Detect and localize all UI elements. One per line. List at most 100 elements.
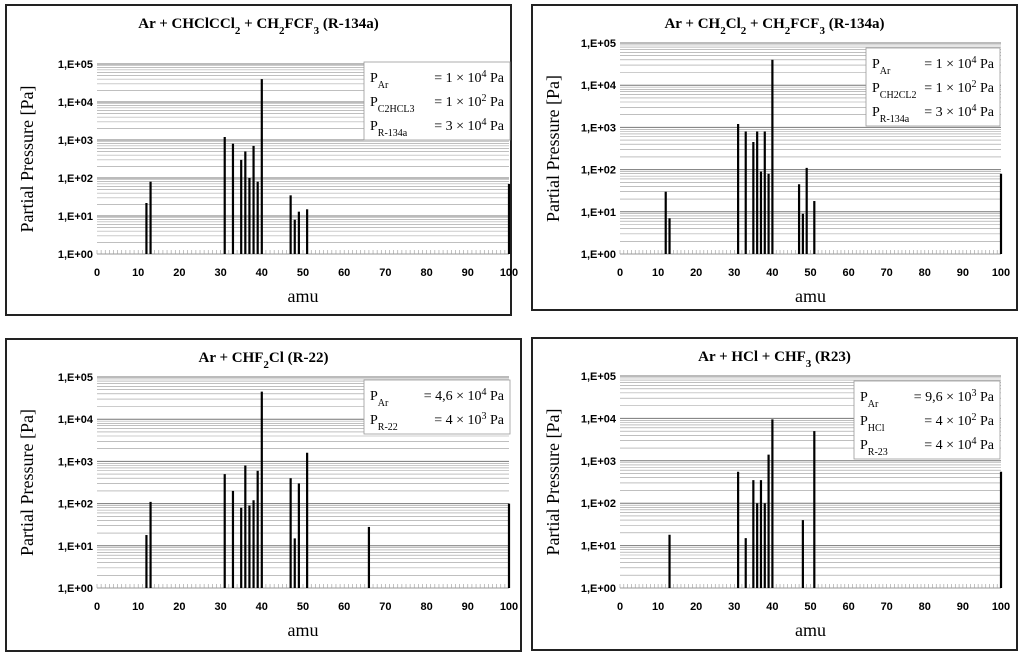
y-tick-label: 1,E+05 — [581, 371, 616, 383]
chart-svg: Ar + CHF2Cl (R-22) 1,E+00 1,E+01 1,E+02 1,E+… — [17, 350, 518, 640]
y-tick-label: 1,E+01 — [58, 541, 93, 553]
legend-value: = 1 × 102 Pa — [924, 79, 995, 97]
legend-value: = 3 × 104 Pa — [924, 103, 995, 121]
x-tick-label: 20 — [690, 601, 702, 613]
legend-value: = 4,6 × 104 Pa — [424, 387, 505, 405]
legend-box — [363, 379, 511, 435]
legend-symbol: PC2HCL3 — [370, 95, 414, 115]
legend-symbol: PCH2CL2 — [872, 81, 916, 101]
x-tick-label: 60 — [842, 267, 854, 279]
x-tick-label: 10 — [132, 267, 144, 279]
legend-symbol: PR-134a — [872, 105, 910, 125]
y-axis-label: Partial Pressure [Pa] — [17, 409, 37, 556]
legend-symbol: PAr — [370, 389, 389, 409]
x-tick-label: 30 — [214, 267, 226, 279]
y-tick-label: 1,E+05 — [58, 59, 93, 71]
y-axis-label: Partial Pressure [Pa] — [17, 86, 37, 233]
legend-box — [865, 47, 1001, 127]
y-tick-label: 1,E+01 — [581, 207, 616, 219]
chart-title: Ar + CHF2Cl (R-22) — [198, 350, 328, 371]
chart-title: Ar + HCl + CHF3 (R23) — [698, 349, 851, 370]
y-axis-label: Partial Pressure [Pa] — [543, 409, 563, 556]
chart-title: Ar + CHClCCl2 + CH2FCF3 (R-134a) — [138, 16, 378, 37]
y-tick-label: 1,E+03 — [581, 122, 616, 134]
y-tick-label: 1,E+02 — [581, 165, 616, 177]
x-tick-label: 60 — [842, 601, 854, 613]
legend-value: = 4 × 104 Pa — [924, 436, 995, 454]
legend-value: = 3 × 104 Pa — [434, 117, 505, 135]
x-axis-label: amu — [795, 286, 826, 306]
x-tick-label: 20 — [173, 601, 185, 613]
legend-symbol: PAr — [860, 390, 879, 410]
x-tick-label: 30 — [728, 267, 740, 279]
x-tick-label: 100 — [992, 601, 1010, 613]
chart-panel-r22: Ar + CHF2Cl (R-22) 1,E+00 1,E+01 1,E+02 1,E+… — [5, 338, 522, 652]
y-axis-label: Partial Pressure [Pa] — [543, 75, 563, 222]
y-tick-label: 1,E+03 — [581, 456, 616, 468]
chart-svg: Ar + CHClCCl2 + CH2FCF3 (R-134a) 1,E+00 1,… — [17, 16, 518, 306]
x-tick-label: 70 — [881, 267, 893, 279]
y-tick-label: 1,E+00 — [58, 583, 93, 595]
x-tick-label: 40 — [766, 267, 778, 279]
x-tick-label: 80 — [919, 267, 931, 279]
y-tick-label: 1,E+00 — [581, 249, 616, 261]
y-tick-label: 1,E+02 — [581, 498, 616, 510]
chart-panel-r134a-ch2cl2: Ar + CH2Cl2 + CH2FCF3 (R-134a) 1,E+00 1,E+… — [531, 4, 1018, 311]
x-tick-label: 50 — [297, 601, 309, 613]
legend-box — [363, 61, 511, 141]
y-tick-label: 1,E+05 — [581, 38, 616, 50]
legend-value: = 1 × 102 Pa — [434, 93, 505, 111]
legend-value: = 4 × 103 Pa — [434, 411, 505, 429]
x-tick-label: 70 — [379, 601, 391, 613]
x-tick-label: 40 — [256, 267, 268, 279]
legend-value: = 9,6 × 103 Pa — [914, 388, 995, 406]
y-tick-label: 1,E+04 — [58, 97, 94, 109]
x-tick-label: 60 — [338, 601, 350, 613]
x-tick-label: 80 — [420, 267, 432, 279]
x-tick-label: 10 — [652, 601, 664, 613]
x-tick-label: 100 — [992, 267, 1010, 279]
legend-symbol: PR-23 — [860, 438, 888, 458]
legend-value: = 1 × 104 Pa — [924, 55, 995, 73]
x-tick-label: 40 — [256, 601, 268, 613]
x-tick-label: 100 — [500, 267, 518, 279]
x-tick-label: 90 — [462, 267, 474, 279]
y-tick-label: 1,E+01 — [58, 211, 93, 223]
x-tick-label: 50 — [297, 267, 309, 279]
y-tick-label: 1,E+00 — [58, 249, 93, 261]
x-tick-label: 100 — [500, 601, 518, 613]
x-tick-label: 10 — [132, 601, 144, 613]
chart-svg: Ar + HCl + CHF3 (R23) 1,E+00 1,E+01 1,E+02 1… — [543, 349, 1010, 640]
x-tick-label: 70 — [379, 267, 391, 279]
x-tick-label: 10 — [652, 267, 664, 279]
legend-box — [853, 380, 1001, 460]
y-tick-label: 1,E+04 — [581, 413, 617, 425]
x-tick-label: 0 — [617, 601, 623, 613]
x-tick-label: 50 — [804, 601, 816, 613]
chart-panel-r134a-chclccl2: Ar + CHClCCl2 + CH2FCF3 (R-134a) 1,E+00 1,… — [5, 4, 518, 316]
chart-svg: Ar + CH2Cl2 + CH2FCF3 (R-134a) 1,E+00 1,E+… — [543, 16, 1010, 306]
legend-symbol: PAr — [872, 57, 891, 77]
x-axis-label: amu — [288, 620, 319, 640]
x-tick-label: 50 — [804, 267, 816, 279]
x-tick-label: 70 — [881, 601, 893, 613]
y-tick-label: 1,E+02 — [58, 499, 93, 511]
y-tick-label: 1,E+01 — [581, 541, 616, 553]
x-tick-label: 90 — [462, 601, 474, 613]
x-tick-label: 0 — [94, 601, 100, 613]
legend-value: = 1 × 104 Pa — [434, 69, 505, 87]
x-tick-label: 30 — [728, 601, 740, 613]
legend-symbol: PR-22 — [370, 413, 398, 433]
legend-symbol: PR-134a — [370, 119, 408, 139]
y-tick-label: 1,E+03 — [58, 456, 93, 468]
legend-symbol: PAr — [370, 71, 389, 91]
x-tick-label: 60 — [338, 267, 350, 279]
x-tick-label: 30 — [214, 601, 226, 613]
chart-panel-r23: Ar + HCl + CHF3 (R23) 1,E+00 1,E+01 1,E+02 1… — [531, 337, 1018, 651]
x-axis-label: amu — [288, 286, 319, 306]
x-tick-label: 20 — [173, 267, 185, 279]
y-tick-label: 1,E+04 — [58, 414, 94, 426]
chart-title: Ar + CH2Cl2 + CH2FCF3 (R-134a) — [664, 16, 884, 37]
x-tick-label: 80 — [420, 601, 432, 613]
y-tick-label: 1,E+05 — [58, 372, 93, 384]
